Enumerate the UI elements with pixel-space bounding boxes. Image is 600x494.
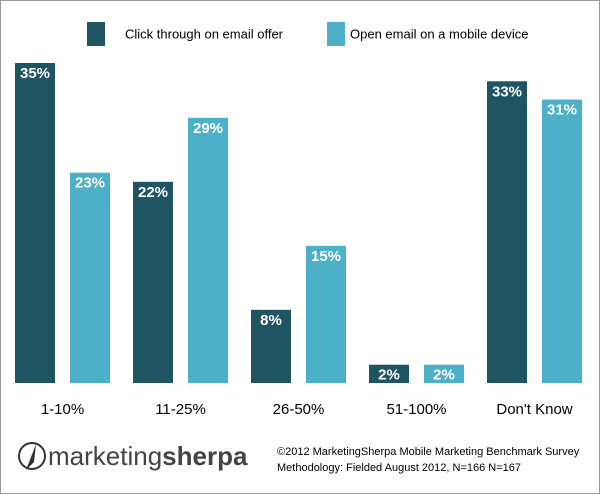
logo-icon xyxy=(18,442,46,470)
bar xyxy=(542,99,582,384)
bar xyxy=(424,364,464,383)
x-tick-label: 1-10% xyxy=(41,401,84,418)
legend-label: Open email on a mobile device xyxy=(350,26,529,41)
bar xyxy=(487,81,527,384)
x-tick-label: 51-100% xyxy=(386,401,446,418)
logo-part: marketing xyxy=(48,441,162,471)
bar xyxy=(15,63,55,383)
x-tick-label: 11-25% xyxy=(155,401,206,418)
data-label: 2% xyxy=(378,367,400,384)
bar xyxy=(188,117,228,383)
data-label: 35% xyxy=(20,65,50,82)
source-line: ©2012 MarketingSherpa Mobile Marketing B… xyxy=(277,446,580,458)
source-line: Methodology: Fielded August 2012, N=166 … xyxy=(277,462,521,474)
data-label: 33% xyxy=(492,83,522,100)
data-label: 15% xyxy=(311,248,341,265)
x-tick-label: Don't Know xyxy=(496,401,572,418)
logo-icon-needle xyxy=(26,444,36,470)
logo: marketingsherpa xyxy=(48,441,248,471)
logo-part: sherpa xyxy=(162,441,248,471)
data-label: 23% xyxy=(75,175,105,192)
data-label: 2% xyxy=(433,367,455,384)
x-tick-label: 26-50% xyxy=(273,401,325,418)
bar xyxy=(251,309,291,383)
data-label: 8% xyxy=(260,312,282,329)
data-label: 29% xyxy=(193,120,223,137)
legend-label: Click through on email offer xyxy=(125,26,284,41)
bar xyxy=(70,172,110,383)
data-label: 31% xyxy=(547,102,577,119)
bar xyxy=(306,245,346,383)
legend-swatch xyxy=(87,22,105,46)
data-label: 22% xyxy=(138,184,168,201)
legend-swatch xyxy=(327,22,345,46)
bar xyxy=(369,364,409,383)
bar xyxy=(133,181,173,383)
